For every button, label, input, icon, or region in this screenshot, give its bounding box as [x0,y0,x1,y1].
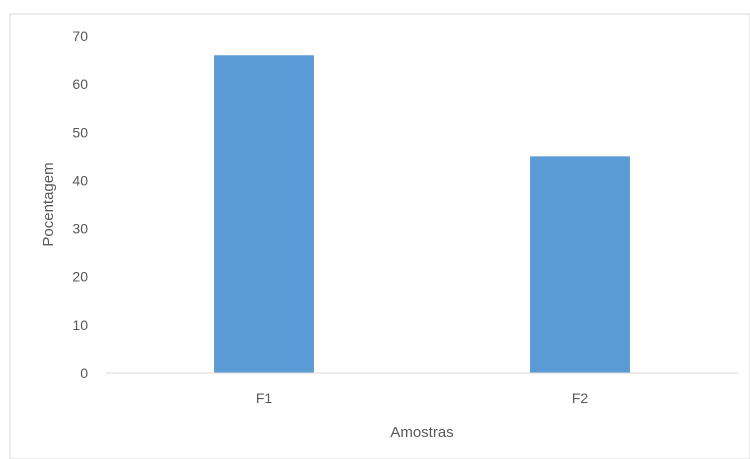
chart-border [9,13,750,459]
y-axis-title: Pocentagem [40,162,57,246]
y-tick-label: 20 [72,269,88,285]
y-tick-label: 0 [80,365,88,381]
bar-f1 [214,55,314,373]
x-axis-ticks: F1 F2 [256,390,589,406]
y-tick-label: 10 [72,317,88,333]
y-tick-label: 30 [72,221,88,237]
x-axis-title: Amostras [390,424,453,441]
y-tick-label: 40 [72,172,88,188]
x-tick-label: F1 [256,390,273,406]
y-axis-ticks: 0 10 20 30 40 50 60 70 [72,28,88,381]
x-tick-label: F2 [572,390,589,406]
y-tick-label: 50 [72,124,88,140]
y-tick-label: 60 [72,76,88,92]
bars [214,55,630,373]
bar-f2 [530,156,630,373]
y-tick-label: 70 [72,28,88,44]
